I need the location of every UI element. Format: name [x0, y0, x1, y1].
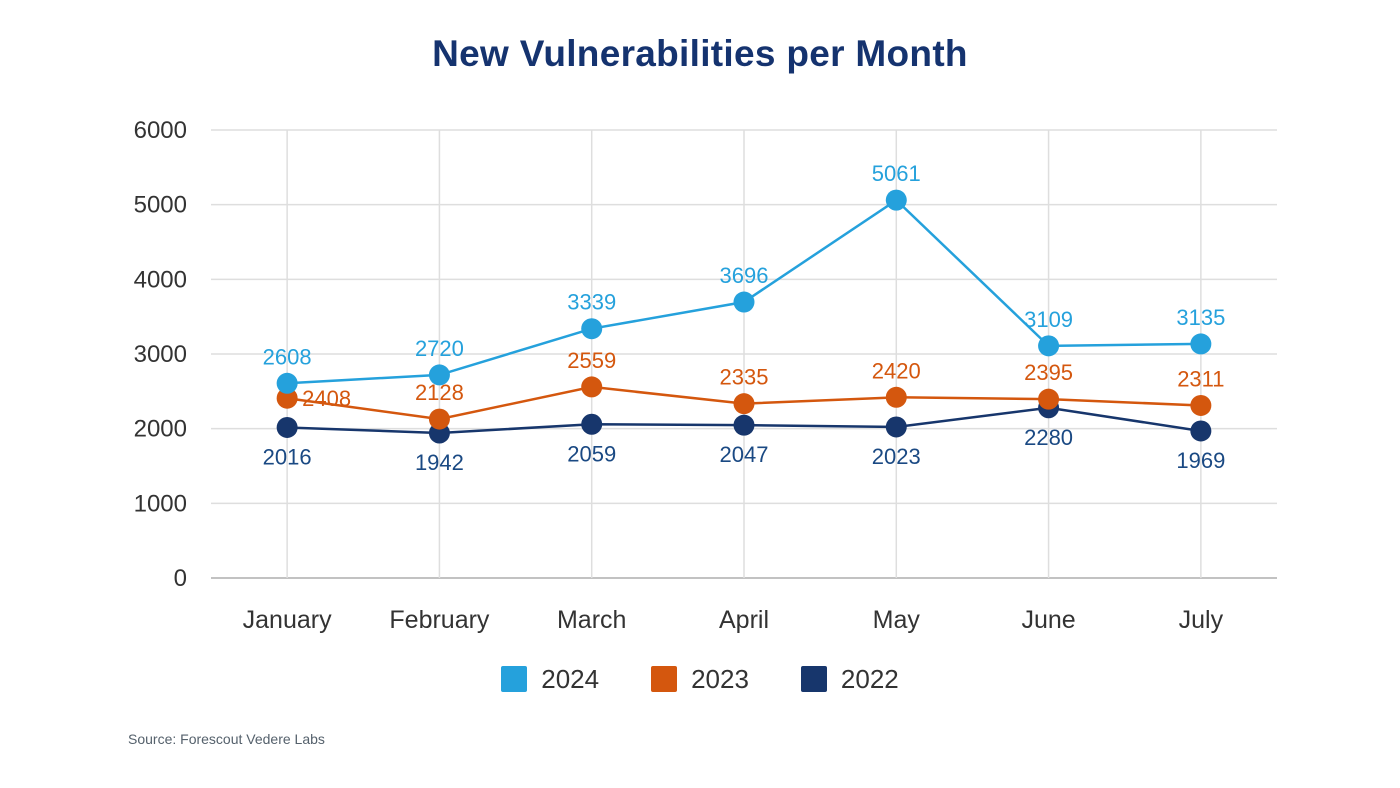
- legend-label-2022: 2022: [840, 664, 899, 694]
- data-point-2022: [733, 414, 755, 436]
- data-point-2024: [1190, 333, 1212, 355]
- y-tick-label: 2000: [134, 416, 187, 443]
- legend-label-2023: 2023: [691, 664, 749, 694]
- data-point-2023: [1190, 394, 1212, 416]
- legend-item-2022: 2022: [800, 664, 899, 694]
- data-point-label-2023: 2128: [415, 380, 464, 405]
- data-point-label-2022: 2023: [872, 444, 921, 469]
- legend-swatch-2022-icon: [800, 666, 827, 692]
- x-axis-label: June: [1021, 606, 1075, 634]
- data-point-label-2024: 3135: [1176, 305, 1225, 330]
- y-tick-label: 1000: [134, 490, 187, 517]
- data-point-2023: [1038, 388, 1060, 410]
- data-point-label-2023: 2335: [720, 365, 769, 390]
- data-point-2022: [885, 416, 907, 438]
- data-point-2023: [733, 393, 755, 415]
- legend-swatch-2023-icon: [651, 666, 678, 692]
- data-point-label-2022: 2059: [567, 441, 616, 466]
- data-point-label-2022: 2047: [720, 442, 769, 467]
- x-axis-label: January: [243, 606, 332, 634]
- data-point-2024: [581, 318, 603, 340]
- data-point-label-2024: 3339: [567, 290, 616, 315]
- data-point-2024: [276, 372, 298, 394]
- legend-label-2024: 2024: [541, 664, 600, 694]
- data-point-2022: [276, 416, 298, 438]
- x-axis-label: February: [389, 606, 490, 634]
- data-point-2023: [428, 408, 450, 430]
- y-tick-label: 6000: [134, 117, 187, 144]
- data-point-label-2022: 1942: [415, 450, 464, 475]
- y-tick-label: 3000: [134, 341, 187, 368]
- chart-title: New Vulnerabilities per Month: [432, 33, 968, 74]
- data-point-label-2023: 2559: [567, 348, 616, 373]
- x-axis-label: April: [719, 606, 769, 634]
- data-point-label-2022: 2280: [1024, 425, 1073, 450]
- data-point-2024: [885, 189, 907, 211]
- data-point-label-2024: 2608: [263, 344, 312, 369]
- data-point-2024: [1038, 335, 1060, 357]
- data-point-2023: [581, 376, 603, 398]
- data-point-label-2024: 2720: [415, 336, 464, 361]
- data-point-label-2022: 2016: [263, 444, 312, 469]
- chart-legend: 2024 2023 2022: [0, 666, 1400, 692]
- data-point-label-2024: 3109: [1024, 307, 1073, 332]
- data-point-label-2023: 2395: [1024, 360, 1073, 385]
- y-tick-label: 0: [174, 565, 187, 592]
- data-point-label-2022: 1969: [1176, 448, 1225, 473]
- data-point-label-2023: 2311: [1177, 366, 1224, 391]
- legend-item-2023: 2023: [651, 666, 749, 692]
- x-axis-label: July: [1179, 606, 1224, 634]
- data-point-2024: [733, 291, 755, 313]
- y-tick-label: 5000: [134, 192, 187, 219]
- legend-swatch-2024-icon: [501, 666, 528, 692]
- x-axis-label: May: [873, 606, 921, 634]
- data-point-2022: [581, 413, 603, 435]
- data-point-2024: [428, 364, 450, 386]
- data-point-2022: [1190, 420, 1212, 442]
- data-point-label-2023: 2420: [872, 358, 921, 383]
- data-point-label-2024: 5061: [872, 161, 921, 186]
- data-point-2023: [885, 386, 907, 408]
- y-tick-label: 4000: [134, 266, 187, 293]
- legend-item-2024: 2024: [501, 666, 599, 692]
- data-point-label-2023: 2408: [302, 386, 351, 411]
- source-note: Source: Forescout Vedere Labs: [128, 731, 325, 747]
- x-axis-label: March: [557, 606, 626, 634]
- data-point-label-2024: 3696: [720, 263, 769, 288]
- data-point-2023: [276, 387, 298, 409]
